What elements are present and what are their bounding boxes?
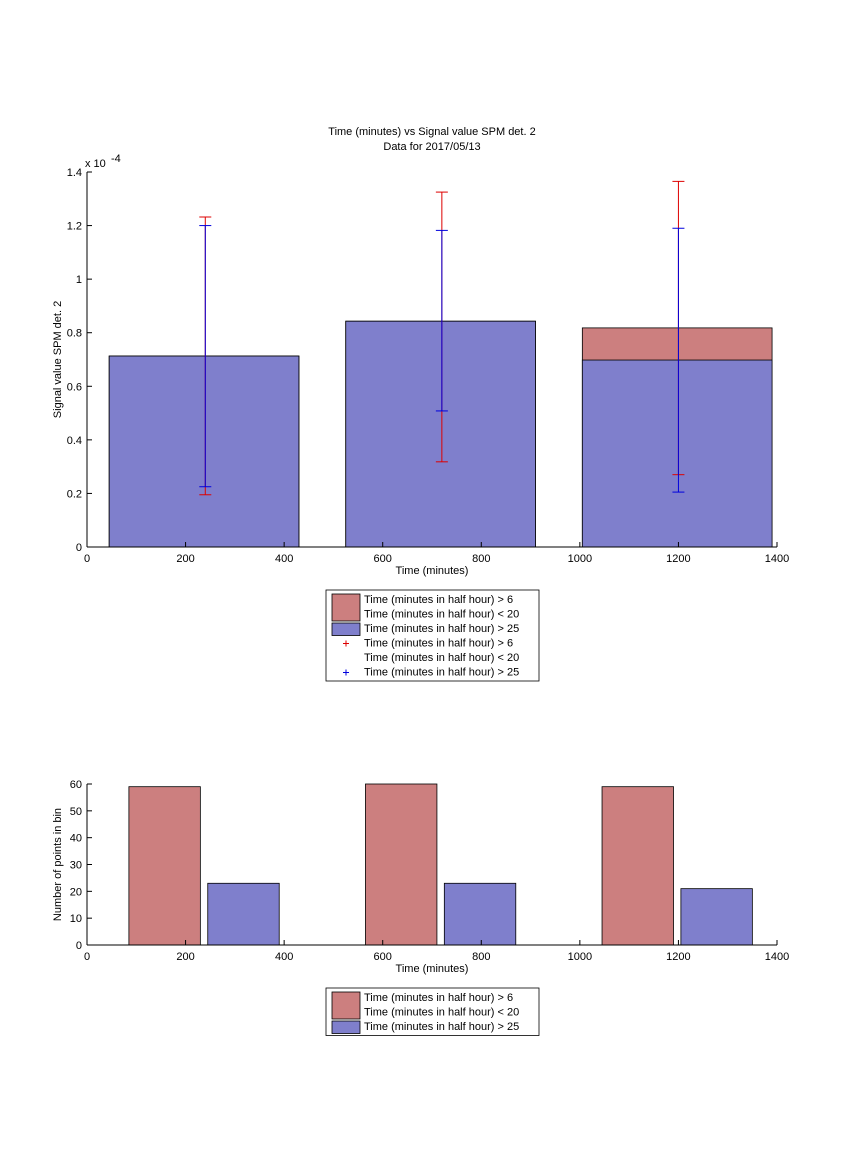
count-x-axis-label: Time (minutes)	[396, 963, 469, 975]
count-bar-red	[365, 783, 438, 946]
signal-bar-blue	[345, 320, 536, 548]
signal-legend-label: Time (minutes in half hour) < 20	[364, 609, 519, 621]
signal-y-tick-label: 0	[76, 542, 82, 554]
signal-x-tick-label: 800	[472, 553, 490, 565]
count-legend-box	[325, 987, 540, 1036]
count-bar-red	[601, 786, 674, 946]
signal-x-tick-label: 200	[176, 553, 194, 565]
chart-subtitle: Data for 2017/05/13	[383, 141, 480, 153]
signal-y-tick-label: 1	[76, 274, 82, 286]
count-y-tick-label: 40	[70, 833, 82, 845]
count-legend-swatch-blue	[331, 1020, 361, 1034]
signal-x-tick-label: 400	[275, 553, 293, 565]
count-x-tick-label: 1200	[666, 951, 690, 963]
count-legend-label: Time (minutes in half hour) > 25	[364, 1021, 519, 1033]
signal-x-tick-label: 0	[84, 553, 90, 565]
signal-x-axis-label: Time (minutes)	[396, 565, 469, 577]
count-x-tick-label: 400	[275, 951, 293, 963]
count-y-tick-label: 10	[70, 913, 82, 925]
count-legend-swatch-red	[331, 991, 361, 1020]
signal-x-tick-label: 1400	[765, 553, 789, 565]
count-bar-blue	[443, 882, 517, 946]
count-chart: 0 200 400 600 800 1000 1200 1400 0 10 20 30 40 50 60 Ti…	[52, 779, 789, 1036]
signal-legend-label: Time (minutes in half hour) > 25	[364, 623, 519, 635]
signal-exponent-label: x 10	[85, 158, 106, 170]
signal-y-tick-label: 0.8	[67, 328, 82, 340]
signal-legend-label: Time (minutes in half hour) > 25	[364, 667, 519, 679]
count-x-tick-label: 600	[374, 951, 392, 963]
count-x-tick-label: 1400	[765, 951, 789, 963]
signal-legend-label: Time (minutes in half hour) < 20	[364, 652, 519, 664]
signal-x-tick-label: 1200	[666, 553, 690, 565]
count-legend-label: Time (minutes in half hour) > 6	[364, 992, 513, 1004]
signal-exponent-power: -4	[111, 153, 121, 165]
signal-legend-label: Time (minutes in half hour) > 6	[364, 638, 513, 650]
count-y-tick-label: 30	[70, 860, 82, 872]
count-x-tick-label: 1000	[568, 951, 592, 963]
signal-x-tick-label: 600	[374, 553, 392, 565]
count-bar-blue	[207, 882, 280, 946]
signal-chart: 0 200 400 600 800 1000 1200 1400 0 0.2 0.4 0.6 0.8 1 1…	[52, 153, 789, 682]
signal-bar-blue	[108, 355, 300, 548]
count-y-tick-label: 50	[70, 806, 82, 818]
count-bar-red	[128, 786, 201, 946]
signal-y-tick-label: 1.2	[67, 221, 82, 233]
signal-y-axis-label: Signal value SPM det. 2	[52, 301, 64, 418]
signal-legend-marker-blue	[343, 669, 349, 676]
signal-y-tick-label: 0.6	[67, 381, 82, 393]
count-x-tick-label: 200	[176, 951, 194, 963]
count-x-tick-label: 0	[84, 951, 90, 963]
count-y-tick-label: 60	[70, 779, 82, 791]
signal-y-tick-label: 0.4	[67, 435, 82, 447]
signal-legend-swatch-blue	[331, 622, 361, 636]
signal-legend-label: Time (minutes in half hour) > 6	[364, 594, 513, 606]
signal-legend-swatch-red	[331, 593, 361, 622]
signal-bar-blue	[581, 359, 773, 548]
count-y-tick-label: 0	[76, 940, 82, 952]
signal-legend-marker-red	[343, 640, 349, 647]
signal-y-tick-label: 0.2	[67, 488, 82, 500]
chart-title: Time (minutes) vs Signal value SPM det. …	[328, 126, 535, 138]
count-legend-label: Time (minutes in half hour) < 20	[364, 1007, 519, 1019]
signal-y-tick-label: 1.4	[67, 167, 82, 179]
signal-x-tick-label: 1000	[568, 553, 592, 565]
count-y-axis-label: Number of points in bin	[52, 808, 64, 921]
count-bar-blue	[680, 888, 753, 946]
count-y-tick-label: 20	[70, 886, 82, 898]
count-x-tick-label: 800	[472, 951, 490, 963]
signal-legend-box	[325, 589, 540, 682]
